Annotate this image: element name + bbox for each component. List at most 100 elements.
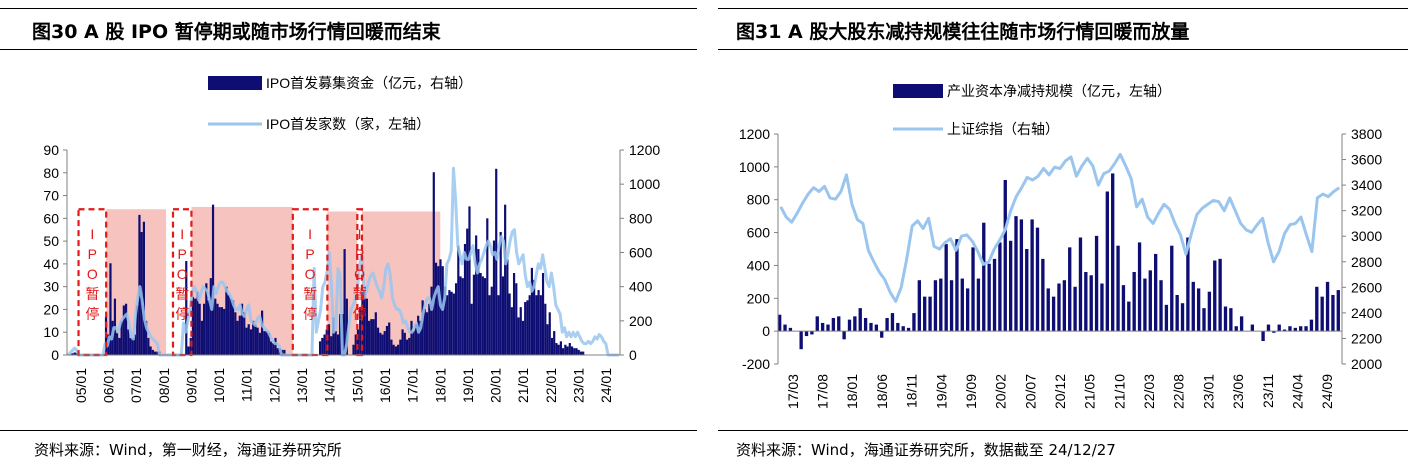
- bar-148: [397, 344, 400, 355]
- x-tick-label: 07/01: [128, 368, 144, 403]
- legend-line-label: 上证综指（右轴）: [947, 121, 1059, 137]
- left-tick-label: -200: [742, 356, 770, 372]
- right-tick-label: 1000: [629, 176, 660, 192]
- bar-54: [187, 346, 190, 355]
- bar-97: [1299, 326, 1303, 332]
- bar-47: [1030, 219, 1034, 332]
- bar-124: [343, 249, 346, 355]
- bar-140: [379, 332, 382, 355]
- bar-163: [430, 286, 433, 355]
- bar-5: [804, 331, 809, 337]
- x-tick-label: 05/01: [73, 368, 89, 403]
- right-tick-label: 200: [629, 313, 653, 329]
- bar-184: [477, 249, 480, 355]
- bar-154: [410, 320, 413, 355]
- bar-39: [987, 263, 991, 332]
- bar-11: [837, 316, 841, 332]
- bar-170: [446, 295, 449, 355]
- bar-60: [1100, 283, 1104, 332]
- bar-133: [363, 286, 366, 355]
- bar-86: [258, 332, 261, 355]
- left-tick-label: 400: [747, 257, 771, 273]
- bar-74: [232, 300, 235, 355]
- bar-231: [582, 351, 585, 355]
- x-tick-label: 17/08: [815, 374, 831, 409]
- bar-83: [1223, 306, 1228, 332]
- bar-73: [1170, 245, 1174, 332]
- bar-119: [332, 317, 335, 355]
- bar-228: [575, 348, 578, 355]
- right-tick-label: 2400: [1351, 305, 1382, 321]
- right-tick-label: 400: [629, 279, 653, 295]
- bar-24: [906, 327, 911, 332]
- bar-229: [577, 349, 580, 356]
- left-tick-label: 1200: [739, 126, 770, 142]
- bar-40: [992, 258, 997, 332]
- bar-32: [949, 280, 954, 332]
- x-tick-label: 24/04: [1289, 374, 1305, 409]
- bar-32: [138, 214, 141, 355]
- bar-63: [207, 300, 210, 355]
- bar-48: [1035, 227, 1040, 332]
- bar-7: [815, 316, 819, 332]
- bar-118: [330, 336, 333, 355]
- bar-87: [261, 310, 264, 355]
- bar-92: [272, 343, 275, 355]
- bar-226: [570, 346, 574, 355]
- bar-74: [1175, 295, 1179, 332]
- bar-43: [1008, 240, 1013, 332]
- right-tick-label: 2800: [1351, 254, 1382, 270]
- bar-53: [185, 261, 188, 355]
- bar-120: [334, 331, 337, 355]
- bar-67: [216, 303, 219, 355]
- bar-131: [359, 307, 362, 355]
- bar-57: [1084, 272, 1088, 332]
- bar-70: [1154, 253, 1158, 332]
- bar-27: [127, 329, 130, 356]
- bar-177: [461, 278, 464, 356]
- left-tick-label: 600: [747, 225, 771, 241]
- bar-31: [944, 244, 948, 332]
- bar-174: [454, 283, 458, 355]
- bar-25: [122, 305, 125, 355]
- bar-175: [457, 245, 460, 355]
- x-tick-label: 17/01: [405, 368, 421, 403]
- right-tick-label: 1200: [629, 142, 660, 158]
- bar-104: [1336, 290, 1340, 332]
- chart-title-reduction: 图31 A 股大股东减持规模往往随市场行情回暖而放量: [718, 8, 1408, 50]
- bar-114: [321, 337, 324, 355]
- x-tick-label: 19/04: [933, 374, 949, 409]
- bar-21: [890, 313, 895, 332]
- bar-25: [912, 313, 916, 332]
- bar-93: [274, 337, 277, 355]
- bar-23: [118, 337, 121, 355]
- legend-line-label: IPO首发家数（家，左轴）: [266, 116, 430, 132]
- bar-40: [156, 351, 159, 355]
- bar-78: [1196, 288, 1201, 332]
- x-tick-label: 23/01: [571, 368, 587, 403]
- x-tick-label: 22/01: [543, 368, 559, 403]
- bar-157: [417, 315, 420, 355]
- bar-161: [426, 312, 429, 355]
- bar-178: [463, 243, 467, 355]
- x-tick-label: 13/01: [294, 368, 310, 403]
- bar-35: [966, 288, 970, 332]
- bar-155: [412, 331, 415, 355]
- bar-100: [1315, 286, 1319, 332]
- legend-bar-swatch: [893, 84, 943, 98]
- bar-116: [325, 329, 328, 356]
- bar-9: [826, 324, 830, 332]
- series-line: [779, 152, 1341, 303]
- x-tick-label: 22/03: [1141, 374, 1157, 409]
- x-tick-label: 24/01: [598, 368, 614, 403]
- bar-75: [234, 312, 237, 355]
- bar-145: [390, 339, 393, 356]
- bar-29: [933, 280, 938, 332]
- right-tick-label: 3200: [1351, 203, 1382, 219]
- bar-214: [544, 303, 547, 355]
- bar-96: [1293, 327, 1297, 332]
- bar-58: [196, 291, 199, 355]
- bar-102: [1325, 281, 1330, 332]
- bar-218: [553, 331, 556, 355]
- bar-51: [1051, 296, 1056, 332]
